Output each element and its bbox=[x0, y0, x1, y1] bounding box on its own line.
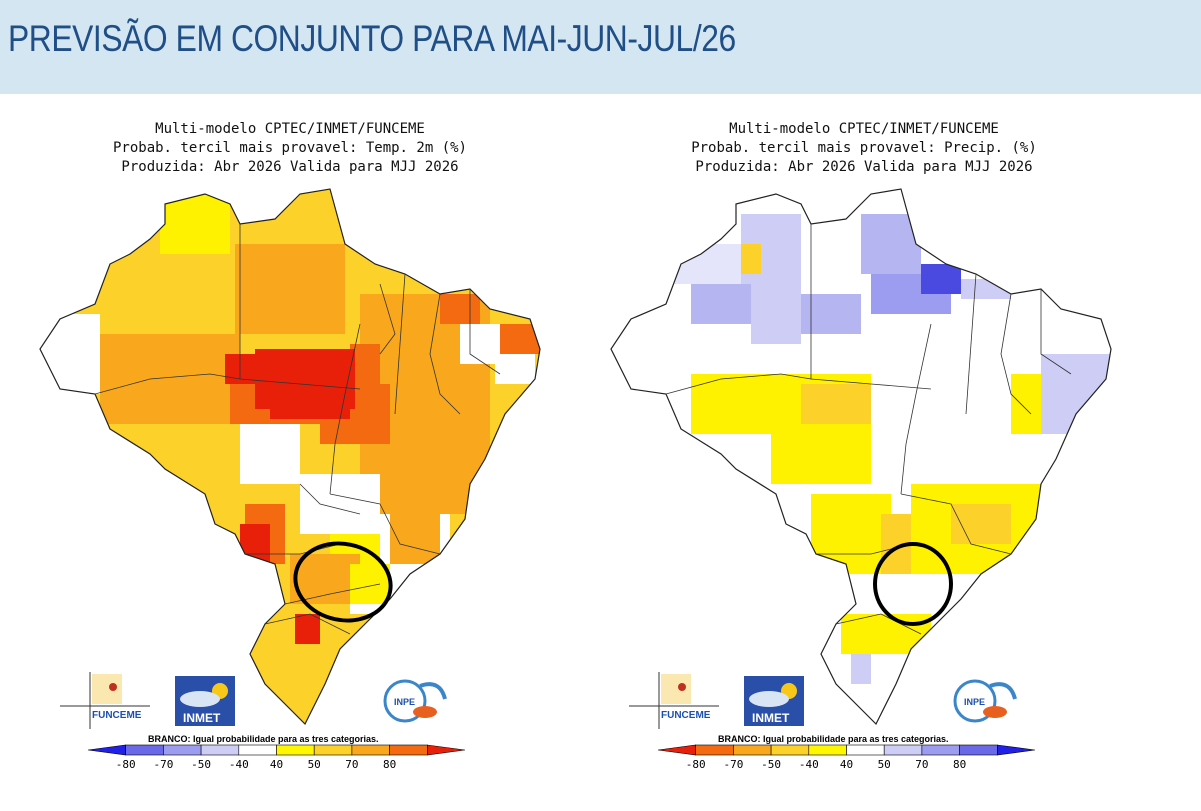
temp-colorbar-tick-label: -40 bbox=[229, 758, 249, 771]
precip-title-line-1: Multi-modelo CPTEC/INMET/FUNCEME bbox=[729, 121, 999, 137]
precip-colorbar-segment bbox=[695, 744, 734, 756]
inpe-logo-text: INPE bbox=[394, 697, 415, 707]
header-bar: PREVISÃO EM CONJUNTO PARA MAI-JUN-JUL/26 bbox=[0, 0, 1201, 94]
temp-title-line-2: Probab. tercil mais provavel: Temp. 2m (… bbox=[112, 140, 467, 156]
funceme-logo-2: FUNCEME bbox=[629, 672, 719, 729]
funceme-logo-text-2: FUNCEME bbox=[661, 710, 711, 721]
brazil-outline-2 bbox=[610, 188, 1112, 726]
precip-colorbar-tick-label: 80 bbox=[953, 758, 966, 771]
precip-colorbar-segment bbox=[846, 744, 885, 756]
temp-title-line-1: Multi-modelo CPTEC/INMET/FUNCEME bbox=[155, 121, 425, 137]
precip-colorbar-segment bbox=[959, 744, 998, 756]
funceme-logo: FUNCEME bbox=[60, 672, 150, 729]
temp-colorbar-segment bbox=[125, 744, 164, 756]
precip-colorbar-segment bbox=[883, 744, 923, 756]
precip-title-line-2: Probab. tercil mais provavel: Precip. (%… bbox=[691, 140, 1037, 156]
funceme-logo-text: FUNCEME bbox=[92, 710, 142, 721]
temp-map-title: Multi-modelo CPTEC/INMET/FUNCEME Probab.… bbox=[0, 120, 590, 177]
precip-colorbar-segment bbox=[733, 744, 772, 756]
page-title: PREVISÃO EM CONJUNTO PARA MAI-JUN-JUL/26 bbox=[8, 18, 736, 59]
precip-colorbar-tick-label: -40 bbox=[799, 758, 819, 771]
temp-colorbar-segment bbox=[389, 744, 428, 756]
precip-colorbar-tick-label: -80 bbox=[686, 758, 706, 771]
precip-colorbar-tick-label: -50 bbox=[761, 758, 781, 771]
temp-colorbar-segment bbox=[276, 744, 315, 756]
precipitation-map: FUNCEME INMET INPE BRANCO: Igual probabi… bbox=[610, 188, 1112, 771]
inmet-logo-text: INMET bbox=[183, 711, 221, 725]
temp-legend-note: BRANCO: Igual probabilidade para as tres… bbox=[148, 734, 379, 744]
inmet-logo: INMET bbox=[175, 676, 235, 726]
temp-colorbar-tick-label: -80 bbox=[116, 758, 136, 771]
state-borders bbox=[94, 224, 501, 635]
precip-colorbar: -80 -70 -50 -40 40 50 70 80 bbox=[657, 744, 1036, 771]
highlight-circle-precip bbox=[873, 542, 953, 626]
inpe-logo-2: INPE bbox=[953, 679, 1017, 723]
precip-colorbar-segment bbox=[657, 744, 696, 756]
precip-colorbar-tick-label: 70 bbox=[915, 758, 928, 771]
temp-colorbar: -80 -70 -50 -40 40 50 70 80 bbox=[87, 744, 466, 771]
inpe-logo-text-2: INPE bbox=[964, 697, 985, 707]
temp-colorbar-segment bbox=[351, 744, 390, 756]
inmet-logo-2: INMET bbox=[744, 676, 804, 726]
precip-colorbar-segment bbox=[770, 744, 810, 756]
temp-colorbar-tick-label: 40 bbox=[270, 758, 283, 771]
precip-colorbar-tick-label: 50 bbox=[878, 758, 891, 771]
precipitation-forecast-panel: Multi-modelo CPTEC/INMET/FUNCEME Probab.… bbox=[601, 94, 1201, 811]
temp-colorbar-segment bbox=[313, 744, 353, 756]
precip-colorbar-segment bbox=[921, 744, 960, 756]
temp-colorbar-tick-label: 70 bbox=[345, 758, 358, 771]
temp-colorbar-tick-label: -50 bbox=[191, 758, 211, 771]
brazil-outline bbox=[39, 188, 541, 726]
state-borders-2 bbox=[665, 224, 1072, 635]
temp-title-line-3: Produzida: Abr 2026 Valida para MJJ 2026 bbox=[121, 159, 459, 175]
inmet-logo-text-2: INMET bbox=[752, 711, 790, 725]
temp-colorbar-tick-label: -70 bbox=[153, 758, 173, 771]
temp-colorbar-segment bbox=[87, 744, 126, 756]
precip-title-line-3: Produzida: Abr 2026 Valida para MJJ 2026 bbox=[695, 159, 1033, 175]
inpe-logo: INPE bbox=[383, 679, 447, 723]
precip-colorbar-segment bbox=[808, 744, 847, 756]
temp-probability-field bbox=[40, 189, 540, 724]
temperature-map: FUNCEME INMET INPE BRANCO: Igual probabi… bbox=[39, 188, 541, 771]
highlight-circle-temp bbox=[293, 541, 393, 623]
precip-map-title: Multi-modelo CPTEC/INMET/FUNCEME Probab.… bbox=[564, 120, 1164, 177]
precip-colorbar-tick-label: -70 bbox=[723, 758, 743, 771]
precip-legend-note: BRANCO: Igual probabilidade para as tres… bbox=[718, 734, 949, 744]
temp-colorbar-segment bbox=[163, 744, 202, 756]
precip-colorbar-segment bbox=[996, 744, 1036, 756]
temp-colorbar-segment bbox=[238, 744, 277, 756]
precip-colorbar-tick-label: 40 bbox=[840, 758, 853, 771]
temp-colorbar-tick-label: 50 bbox=[308, 758, 321, 771]
temperature-forecast-panel: Multi-modelo CPTEC/INMET/FUNCEME Probab.… bbox=[0, 94, 600, 811]
temp-colorbar-segment bbox=[200, 744, 240, 756]
precip-probability-field bbox=[611, 189, 1111, 724]
temp-colorbar-segment bbox=[426, 744, 466, 756]
temp-colorbar-tick-label: 80 bbox=[383, 758, 396, 771]
